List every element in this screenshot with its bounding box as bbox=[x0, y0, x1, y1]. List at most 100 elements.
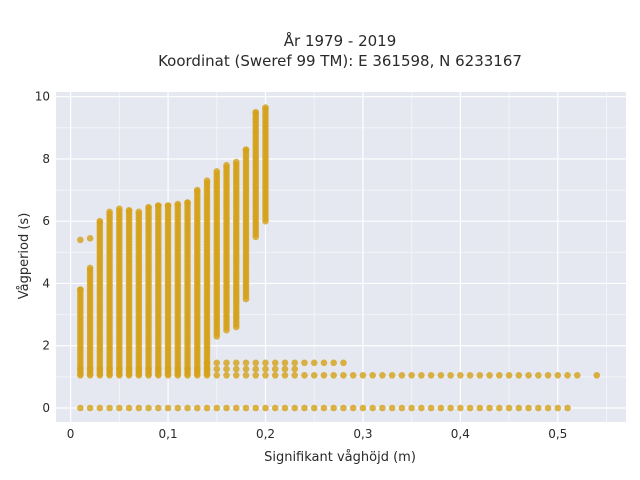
data-point bbox=[223, 359, 230, 367]
data-point bbox=[554, 372, 562, 379]
data-point bbox=[457, 372, 464, 379]
data-point bbox=[242, 146, 250, 153]
data-point bbox=[310, 359, 318, 367]
data-point bbox=[262, 372, 269, 379]
data-point bbox=[184, 199, 191, 206]
data-point bbox=[271, 365, 279, 373]
data-point bbox=[476, 404, 484, 412]
data-point bbox=[330, 404, 337, 412]
data-point bbox=[281, 359, 289, 367]
data-point bbox=[135, 404, 143, 412]
data-point bbox=[554, 404, 562, 412]
data-point bbox=[505, 404, 513, 412]
data-point bbox=[96, 217, 104, 225]
data-point bbox=[125, 207, 133, 214]
data-point bbox=[466, 372, 474, 379]
data-point bbox=[281, 372, 289, 379]
data-point bbox=[340, 359, 347, 367]
data-point bbox=[544, 404, 552, 412]
data-point bbox=[223, 404, 230, 412]
data-point bbox=[466, 404, 474, 412]
data-point bbox=[437, 404, 445, 412]
data-point bbox=[408, 404, 415, 412]
data-point bbox=[447, 404, 454, 412]
x-axis-label: Signifikant våghöjd (m) bbox=[264, 450, 416, 465]
data-point bbox=[281, 404, 289, 412]
data-point bbox=[232, 158, 240, 166]
data-point bbox=[242, 365, 250, 373]
data-point bbox=[593, 372, 601, 379]
data-point bbox=[252, 365, 260, 373]
y-tick-labels: 0 2 4 6 8 10 bbox=[35, 90, 50, 415]
data-point bbox=[291, 404, 299, 412]
data-point bbox=[320, 359, 328, 367]
data-point bbox=[340, 372, 347, 379]
data-point bbox=[77, 236, 84, 244]
x-tick-label: 0 bbox=[67, 427, 75, 441]
data-point bbox=[213, 372, 221, 379]
data-point bbox=[271, 372, 279, 379]
data-point bbox=[223, 161, 230, 169]
data-point bbox=[155, 404, 162, 412]
data-point bbox=[320, 404, 328, 412]
data-point bbox=[242, 404, 250, 412]
chart-title: År 1979 - 2019 bbox=[284, 31, 397, 50]
data-point bbox=[271, 359, 279, 367]
data-point bbox=[106, 208, 113, 216]
data-point bbox=[505, 372, 513, 379]
data-point bbox=[223, 365, 230, 373]
data-point bbox=[349, 372, 357, 379]
y-tick-label: 6 bbox=[42, 214, 50, 228]
y-axis-label: Vågperiod (s) bbox=[17, 213, 32, 300]
data-point bbox=[398, 372, 406, 379]
data-point bbox=[515, 372, 523, 379]
data-point bbox=[232, 359, 240, 367]
data-point bbox=[193, 186, 201, 194]
data-point bbox=[496, 372, 503, 379]
data-point bbox=[213, 404, 221, 412]
data-point bbox=[223, 372, 230, 379]
data-point bbox=[359, 372, 367, 379]
data-point bbox=[203, 404, 211, 412]
x-tick-label: 0,1 bbox=[159, 427, 178, 441]
data-point bbox=[106, 404, 113, 412]
data-point bbox=[164, 404, 172, 412]
data-point bbox=[232, 404, 240, 412]
x-tick-label: 0,4 bbox=[451, 427, 470, 441]
data-point bbox=[135, 208, 143, 216]
data-point bbox=[184, 404, 191, 412]
data-point bbox=[388, 404, 396, 412]
data-point bbox=[96, 404, 104, 412]
chart-subtitle: Koordinat (Sweref 99 TM): E 361598, N 62… bbox=[158, 52, 522, 70]
data-point bbox=[193, 404, 201, 412]
data-point bbox=[564, 404, 571, 412]
data-point bbox=[379, 372, 386, 379]
data-point bbox=[252, 359, 260, 367]
x-tick-label: 0,5 bbox=[548, 427, 567, 441]
data-point bbox=[203, 177, 211, 185]
data-point bbox=[535, 372, 542, 379]
data-point bbox=[164, 202, 172, 209]
data-point bbox=[145, 203, 152, 211]
data-point bbox=[86, 264, 94, 272]
data-point bbox=[262, 359, 269, 367]
y-tick-label: 4 bbox=[42, 276, 50, 290]
data-point bbox=[359, 404, 367, 412]
data-points bbox=[77, 104, 601, 412]
data-point bbox=[291, 372, 299, 379]
data-point bbox=[349, 404, 357, 412]
data-point bbox=[145, 404, 152, 412]
data-point bbox=[281, 365, 289, 373]
data-point bbox=[301, 404, 308, 412]
data-point bbox=[213, 168, 221, 175]
data-point bbox=[125, 404, 133, 412]
data-point bbox=[447, 372, 454, 379]
data-point bbox=[398, 404, 406, 412]
data-point bbox=[564, 372, 571, 379]
data-point bbox=[525, 372, 532, 379]
x-tick-labels: 0 0,1 0,2 0,3 0,4 0,5 bbox=[67, 427, 568, 441]
data-point bbox=[388, 372, 396, 379]
data-point bbox=[476, 372, 484, 379]
data-point bbox=[340, 404, 347, 412]
data-point bbox=[408, 372, 415, 379]
